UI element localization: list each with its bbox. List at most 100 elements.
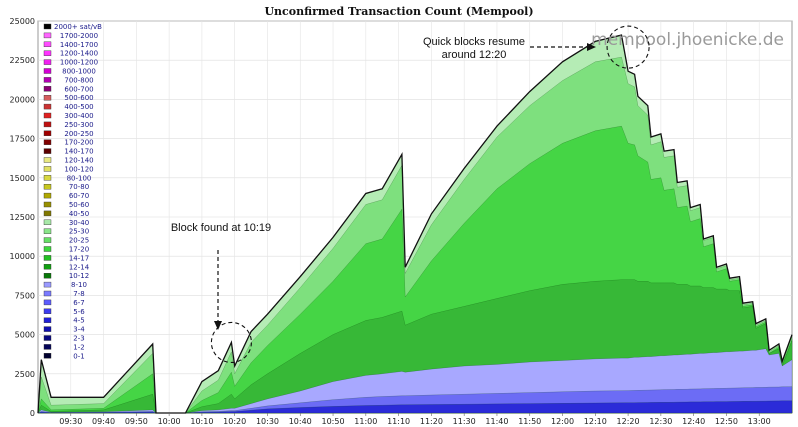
legend-swatch [43, 50, 52, 56]
x-tick-label: 12:10 [584, 417, 607, 426]
legend-label: 170-200 [64, 139, 93, 147]
legend-label: 120-140 [64, 157, 93, 165]
legend-swatch [43, 192, 52, 199]
annotation-arrow-head [587, 43, 596, 51]
legend-label: 7-8 [73, 290, 84, 298]
annotation-arrow-head [214, 321, 222, 330]
x-tick-label: 10:50 [322, 417, 345, 426]
legend-label: 500-600 [64, 94, 93, 102]
y-axis: 0 2500 5000 7500 10000 12500 15000 17500 20000 22… [10, 17, 35, 418]
legend-label: 800-1000 [62, 68, 96, 76]
watermark: mempool.jhoenicke.de [591, 30, 784, 50]
x-tick-label: 09:40 [92, 417, 115, 426]
x-tick-label: 10:00 [158, 417, 181, 426]
x-tick-label: 11:50 [518, 417, 541, 426]
legend-label: 6-7 [73, 299, 84, 307]
legend-swatch [43, 77, 52, 83]
legend-label: 4-5 [73, 317, 84, 325]
legend-label: 40-50 [69, 210, 89, 218]
x-tick-label: 12:40 [682, 417, 705, 426]
legend-swatch [43, 299, 52, 306]
legend-label: 100-120 [64, 165, 93, 173]
legend-swatch [43, 59, 52, 65]
y-tick-label: 12500 [10, 213, 35, 222]
legend-label: 12-14 [69, 263, 90, 271]
legend-swatch [43, 246, 52, 252]
x-tick-label: 10:20 [223, 417, 246, 426]
legend-swatch [43, 157, 52, 163]
x-tick-label: 09:50 [125, 417, 148, 426]
legend-label: 600-700 [64, 85, 93, 93]
x-tick-label: 11:30 [453, 417, 476, 426]
annotation-circle [210, 321, 252, 363]
x-tick-label: 11:00 [354, 417, 377, 426]
legend-swatch [43, 210, 52, 217]
x-axis: 09:30 09:40 09:50 10:00 10:10 10:20 10:30 10:40… [59, 413, 771, 426]
annotation-circle [606, 25, 650, 69]
x-tick-label: 12:30 [649, 417, 672, 426]
legend-swatch [43, 183, 52, 190]
x-tick-label: 13:00 [748, 417, 771, 426]
x-tick-label: 10:30 [256, 417, 279, 426]
legend-label: 50-60 [69, 201, 89, 209]
legend-swatch [43, 290, 52, 297]
y-tick-label: 17500 [10, 135, 35, 144]
legend-label: 10-12 [69, 272, 89, 280]
legend-swatch [43, 68, 52, 74]
legend-label: 2-3 [73, 335, 84, 343]
legend-swatch [43, 121, 52, 128]
legend-swatch [43, 86, 52, 92]
stacked-areas [37, 34, 793, 414]
y-tick-label: 7500 [15, 291, 35, 300]
legend-label: 250-300 [64, 121, 93, 129]
annotation-quick-blocks: Quick blocks resume [423, 36, 525, 48]
y-tick-label: 0 [30, 409, 35, 418]
x-tick-label: 11:40 [485, 417, 508, 426]
legend-label: 1-2 [73, 343, 84, 351]
legend-label: 3-4 [73, 326, 85, 334]
total-line [37, 34, 793, 414]
legend-label: 60-70 [69, 192, 89, 200]
x-tick-label: 12:20 [617, 417, 640, 426]
legend-label: 5-6 [73, 308, 85, 316]
legend-swatch [43, 130, 52, 137]
y-tick-label: 15000 [10, 174, 35, 183]
legend-label: 30-40 [69, 219, 89, 227]
legend-swatch [43, 23, 52, 30]
legend-label: 80-100 [67, 174, 92, 182]
legend-label: 300-400 [64, 112, 93, 120]
legend-label: 700-800 [64, 76, 93, 84]
legend-label: 0-1 [73, 352, 84, 360]
legend-label: 8-10 [71, 281, 87, 289]
y-tick-label: 22500 [10, 56, 35, 65]
legend-swatch [43, 255, 52, 261]
legend-label: 14-17 [69, 254, 89, 262]
legend-swatch [43, 344, 52, 350]
y-tick-label: 2500 [15, 370, 35, 379]
x-tick-label: 12:00 [551, 417, 574, 426]
x-tick-label: 09:30 [59, 417, 82, 426]
legend-swatch [43, 308, 52, 314]
legend-label: 20-25 [69, 237, 89, 245]
legend-swatch [43, 317, 52, 323]
x-tick-label: 10:40 [289, 417, 312, 426]
annotations: Block found at 10:19 Quick blocks resumea… [171, 25, 650, 363]
legend-swatch [43, 273, 52, 279]
legend-swatch [43, 139, 52, 145]
legend-swatch [43, 41, 52, 47]
legend-swatch [43, 112, 52, 119]
area-series-4-5 [37, 400, 793, 414]
legend-swatch [43, 32, 52, 39]
legend-swatch [43, 326, 52, 332]
annotation-block-found: Block found at 10:19 [171, 222, 271, 234]
x-tick-label: 11:20 [420, 417, 443, 426]
legend-label: 140-170 [64, 148, 93, 156]
legend-swatch [43, 237, 52, 243]
legend-swatch [43, 94, 52, 101]
legend-label: 2000+ sat/vB [54, 23, 102, 31]
legend-swatch [43, 281, 52, 288]
legend-swatch [43, 201, 52, 208]
legend-swatch [43, 175, 52, 181]
x-tick-label: 12:50 [715, 417, 738, 426]
legend-label: 1400-1700 [60, 41, 98, 49]
